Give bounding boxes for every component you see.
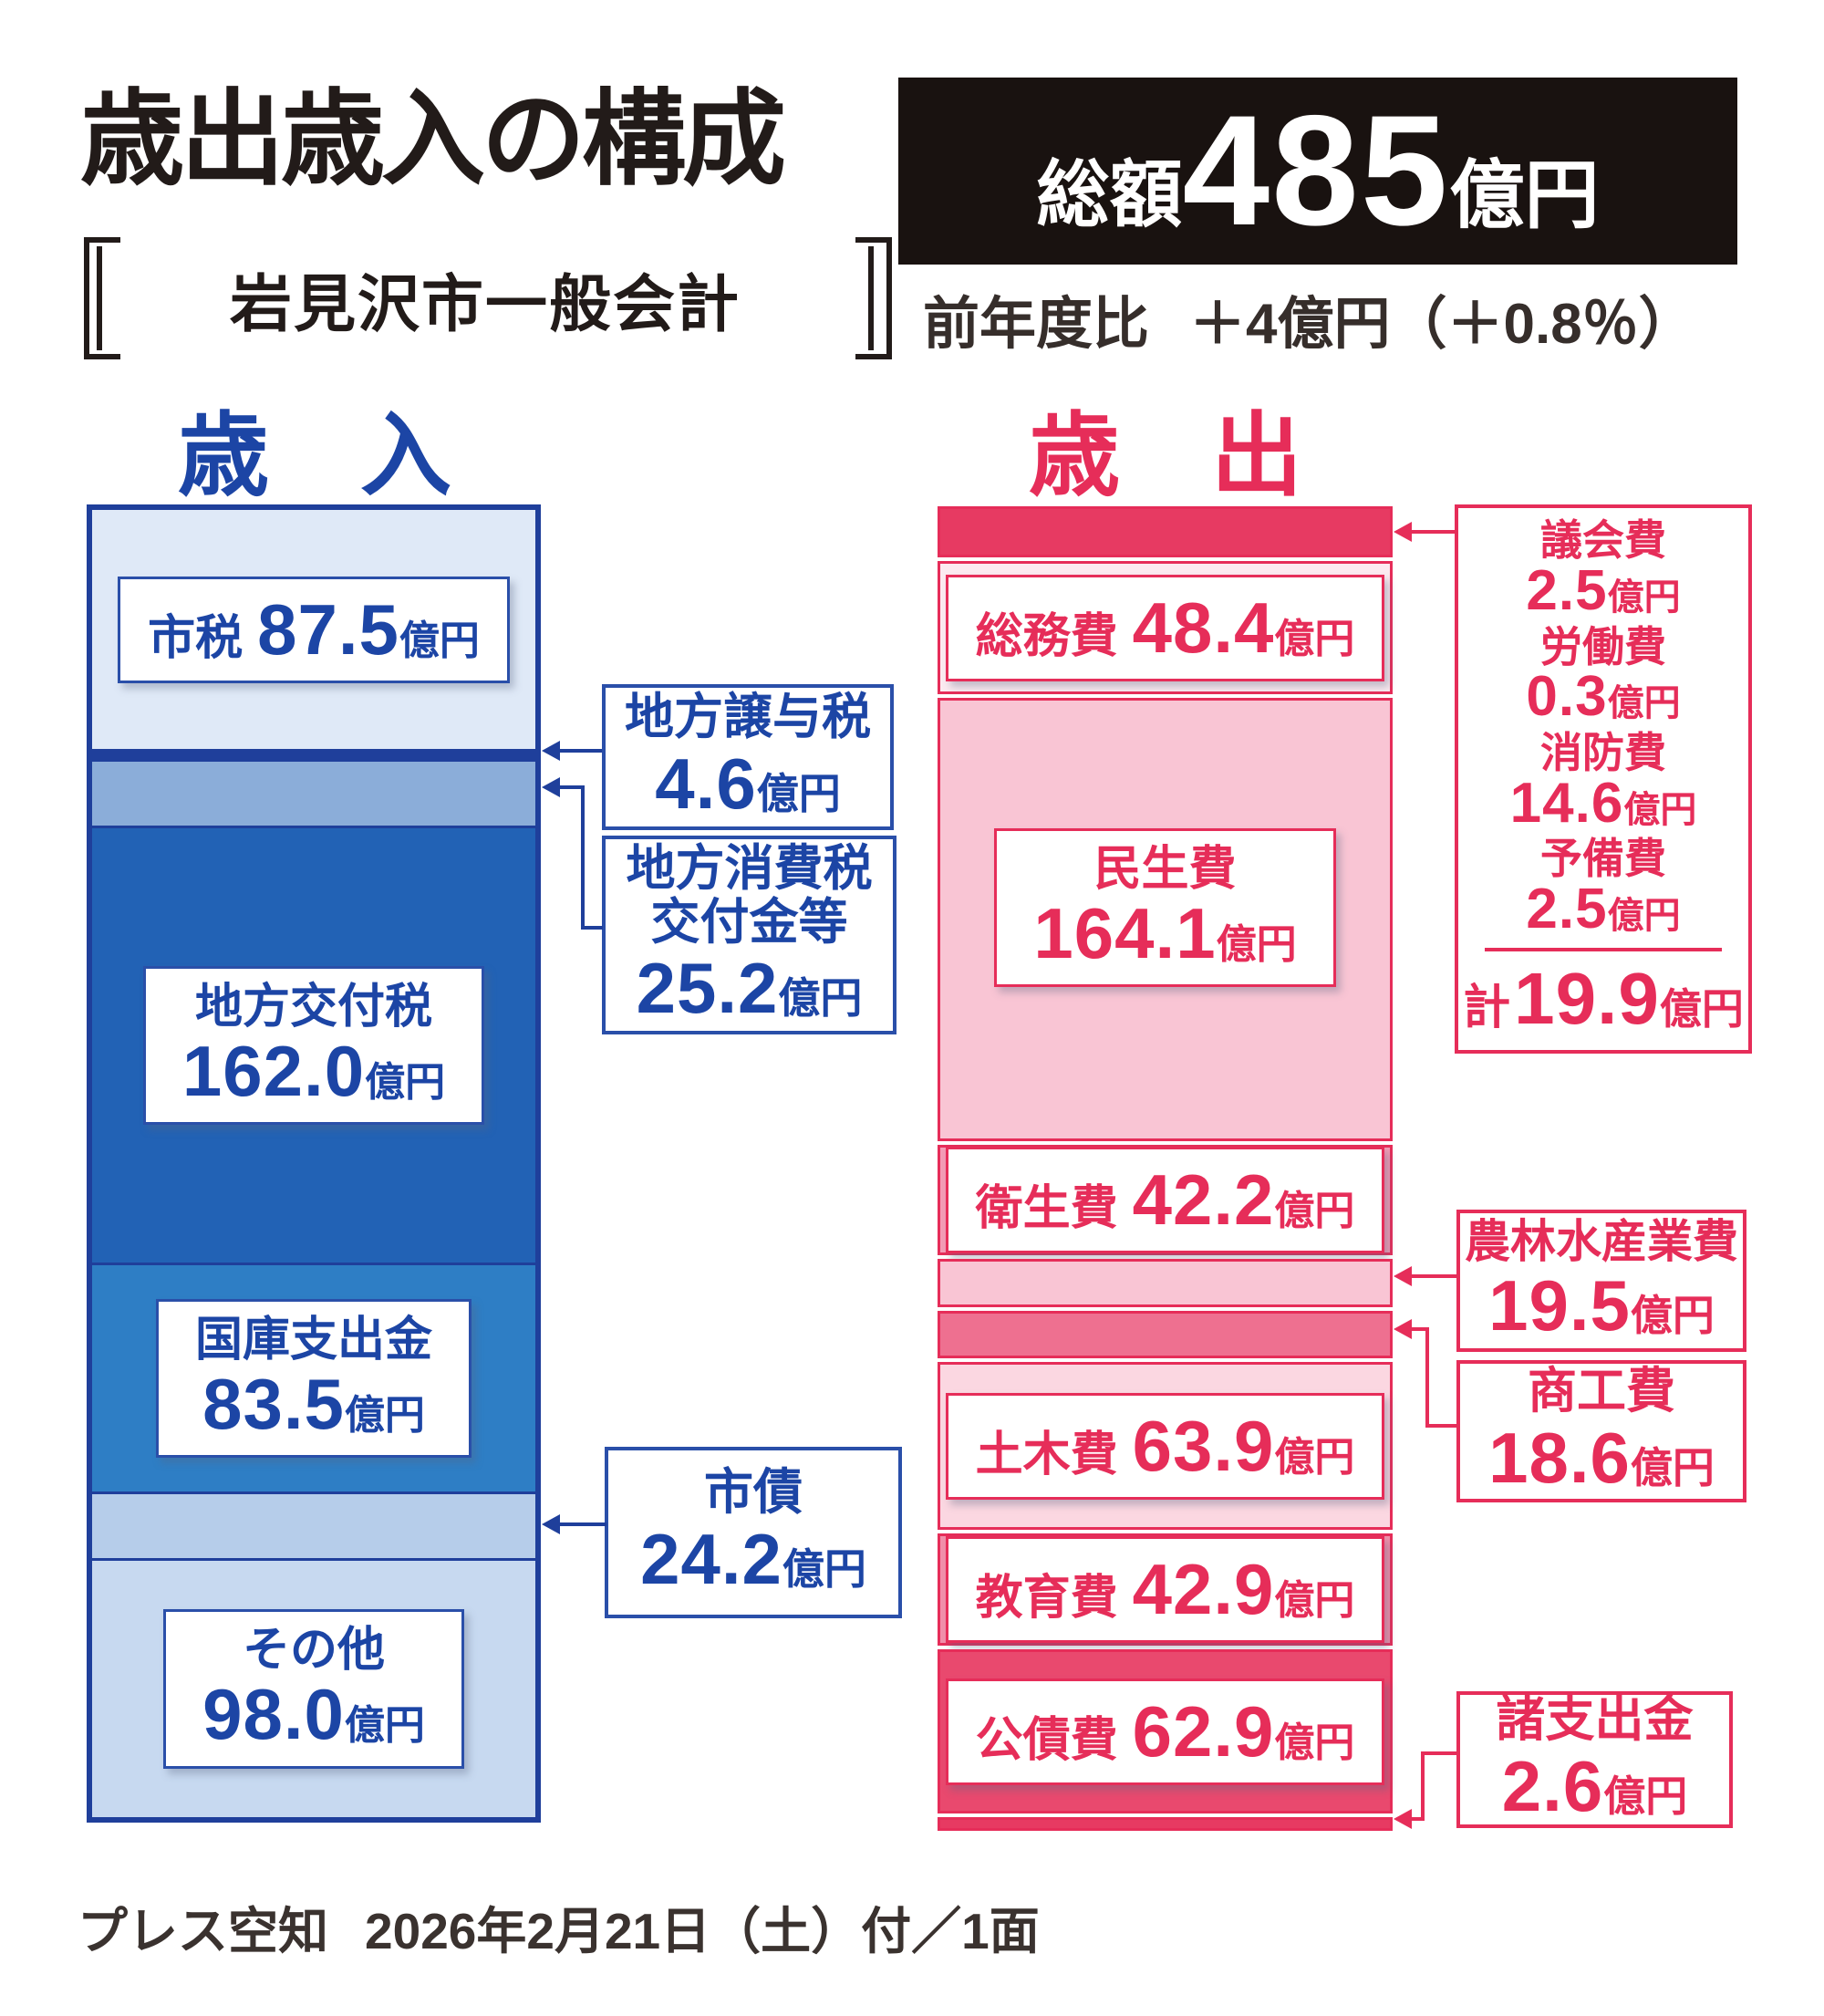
label-minsei: 民生費 164.1 億円 <box>994 828 1336 988</box>
arrow-shisai-line <box>559 1522 606 1526</box>
segment-sonota: その他 98.0 億円 <box>92 1558 535 1817</box>
segment-shizei: 市税 87.5 億円 <box>92 510 535 749</box>
source-line: プレス空知 2026年2月21日（土）付／1面 <box>78 1890 1040 1963</box>
segment-other-group <box>938 506 1393 557</box>
total-value: 485 <box>1182 83 1450 258</box>
callout-shohizei: 地方消費税 交付金等 25.2 億円 <box>602 836 896 1034</box>
expenditure-bar: 総務費 48.4 億円 民生費 164.1 億円 衛生費 42.2 億円 土木費 … <box>938 506 1393 1831</box>
segment-shoshi-stripe <box>938 1817 1393 1831</box>
label-sonota: その他 98.0 億円 <box>163 1609 464 1769</box>
callout-shoko: 商工費 18.6 億円 <box>1456 1360 1746 1502</box>
arrow-group-icon <box>1394 522 1412 542</box>
segment-somu: 総務費 48.4 億円 <box>938 561 1393 694</box>
label-kosai: 公債費 62.9 億円 <box>945 1678 1385 1785</box>
arrow-shoko-line-top <box>1411 1327 1427 1331</box>
label-doboku: 土木費 63.9 億円 <box>945 1392 1385 1500</box>
label-kyoiku: 教育費 42.9 億円 <box>945 1536 1385 1643</box>
label-shizei: 市税 87.5 億円 <box>118 576 510 683</box>
arrow-norin-line <box>1411 1274 1457 1278</box>
callout-joyozei: 地方譲与税 4.6 億円 <box>602 684 894 830</box>
segment-eisei: 衛生費 42.2 億円 <box>938 1145 1393 1255</box>
segment-shoko-band <box>938 1311 1393 1358</box>
subtitle-text: 岩見沢市一般会計 <box>229 269 741 339</box>
arrow-joyozei-icon <box>542 741 560 761</box>
arrow-shoshi-icon <box>1394 1809 1412 1829</box>
yoy-value: ＋4億円（＋0.8％） <box>1189 293 1695 356</box>
revenue-heading: 歳 入 <box>178 405 451 507</box>
arrow-shohizei-line-bottom <box>583 926 603 930</box>
label-kokko: 国庫支出金 83.5 億円 <box>155 1298 472 1459</box>
bracket-left-icon <box>84 237 120 359</box>
page-title: 歳出歳入の構成 <box>80 82 786 198</box>
label-eisei: 衛生費 42.2 億円 <box>945 1147 1385 1253</box>
arrow-shohizei-line-top <box>559 785 583 789</box>
revenue-bar: 市税 87.5 億円 地方交付税 162.0 億円 国庫支出金 83.5 億円 その… <box>87 504 541 1823</box>
arrow-shoshi-line-bottom <box>1411 1817 1423 1821</box>
callout-norin: 農林水産業費 19.5 億円 <box>1456 1210 1746 1352</box>
arrow-shoko-icon <box>1394 1319 1412 1339</box>
subtitle: 岩見沢市一般会計 <box>84 235 892 361</box>
arrow-shoko-line-bottom <box>1427 1424 1457 1428</box>
total-prefix: 総額 <box>1036 153 1183 235</box>
segment-shisai-band <box>92 1491 535 1558</box>
segment-doboku: 土木費 63.9 億円 <box>938 1362 1393 1530</box>
group-item-rodo: 労働費 0.3 億円 <box>1526 622 1681 729</box>
callout-other-group: 議会費 2.5 億円 労働費 0.3 億円 消防費 14.6 億円 予備費 2.5 億円… <box>1455 504 1752 1054</box>
group-item-gikai: 議会費 2.5 億円 <box>1526 516 1681 623</box>
bracket-right-icon <box>855 237 892 359</box>
expenditure-heading: 歳 出 <box>1029 405 1302 507</box>
source-name: プレス空知 <box>78 1903 329 1959</box>
source-date: 2026年2月21日（土）付／1面 <box>365 1903 1040 1959</box>
segment-kyoiku: 教育費 42.9 億円 <box>938 1533 1393 1646</box>
segment-minsei: 民生費 164.1 億円 <box>938 698 1393 1141</box>
label-kofuzei: 地方交付税 162.0 億円 <box>142 965 485 1126</box>
group-item-shobo: 消防費 14.6 億円 <box>1509 728 1697 835</box>
segment-kofuzei: 地方交付税 162.0 億円 <box>92 826 535 1263</box>
total-unit: 億円 <box>1449 154 1600 237</box>
arrow-shoshi-line-vertical <box>1421 1751 1425 1821</box>
arrow-shohizei-icon <box>542 777 560 797</box>
yoy-label: 前年度比 <box>923 293 1150 356</box>
total-amount-banner: 総額 485 億円 <box>898 78 1737 265</box>
arrow-shoshi-line-top <box>1423 1751 1457 1755</box>
group-item-yobi: 予備費 2.5 億円 <box>1526 835 1681 941</box>
segment-shohizei-band <box>92 762 535 826</box>
arrow-shisai-icon <box>542 1514 560 1534</box>
segment-joyozei-stripe <box>92 749 535 762</box>
callout-shisai: 市債 24.2 億円 <box>605 1447 902 1618</box>
segment-kokko: 国庫支出金 83.5 億円 <box>92 1263 535 1491</box>
callout-shoshi: 諸支出金 2.6 億円 <box>1456 1691 1733 1828</box>
group-total-divider <box>1484 947 1723 951</box>
arrow-shoko-line-vertical <box>1425 1327 1429 1428</box>
label-somu: 総務費 48.4 億円 <box>945 574 1385 681</box>
group-total: 計 19.9 億円 <box>1463 957 1744 1039</box>
segment-norin-band <box>938 1259 1393 1307</box>
arrow-group-line <box>1411 530 1456 534</box>
arrow-norin-icon <box>1394 1266 1412 1286</box>
yoy-line: 前年度比 ＋4億円（＋0.8％） <box>923 277 1695 359</box>
arrow-joyozei-line <box>559 749 602 753</box>
arrow-shohizei-line-vertical <box>581 785 585 930</box>
segment-kosai: 公債費 62.9 億円 <box>938 1649 1393 1813</box>
